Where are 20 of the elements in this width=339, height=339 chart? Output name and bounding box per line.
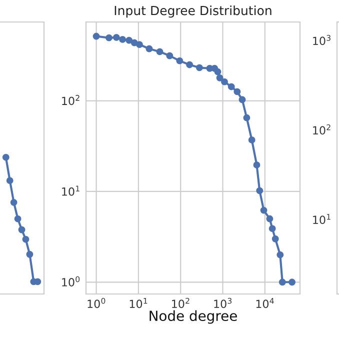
point — [10, 198, 18, 206]
point — [18, 226, 26, 234]
y-tick-label: 10$^{1}$ — [62, 186, 80, 196]
text: 10$^{2}$ — [313, 124, 330, 135]
point — [14, 215, 22, 222]
y-tick-label: 10$^{0}$ — [62, 276, 80, 286]
x-tick-label: 10$^{4}$ — [256, 298, 274, 308]
x-tick-label: 10$^{3}$ — [214, 298, 232, 308]
y-tick-label: 10$^{2}$ — [62, 94, 80, 106]
x-axis-title: Node degree — [150, 310, 237, 324]
point — [26, 250, 34, 258]
point — [6, 177, 14, 184]
text: 10$^{3}$ — [313, 34, 330, 46]
chart-title: Input Degree Distribution — [114, 6, 272, 18]
x-tick-label: 10$^{2}$ — [172, 298, 190, 308]
x-tick-label: 10$^{1}$ — [130, 298, 148, 308]
text: 10$^{1}$ — [313, 214, 330, 224]
point — [22, 236, 30, 243]
x-tick-label: 10$^{0}$ — [88, 298, 106, 308]
point — [2, 154, 10, 161]
